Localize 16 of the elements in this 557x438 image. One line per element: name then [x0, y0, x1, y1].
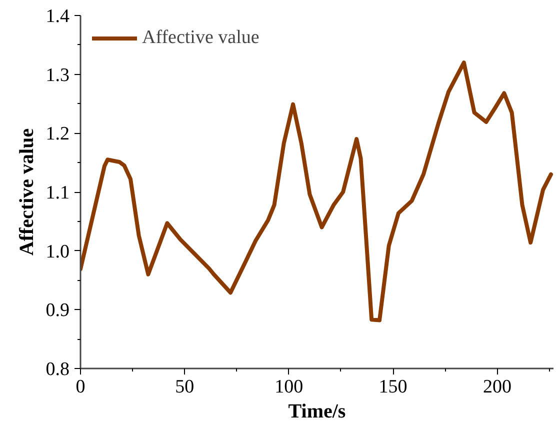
x-tick-label: 100	[274, 376, 304, 398]
y-tick-label: 1.3	[46, 64, 70, 86]
y-axis-title: Affective value	[16, 128, 38, 256]
x-tick-label: 50	[175, 376, 194, 398]
x-tick-label: 150	[378, 376, 408, 398]
x-tick-label: 0	[76, 376, 86, 398]
y-tick-label: 0.9	[46, 300, 70, 322]
y-tick-label: 0.8	[46, 359, 70, 380]
y-tick-label: 1.1	[46, 182, 70, 204]
y-tick-label: 1.4	[46, 6, 70, 27]
y-tick-label: 1.2	[46, 124, 70, 145]
x-axis-title: Time/s	[288, 400, 346, 422]
x-tick-label: 200	[482, 376, 512, 398]
line-series	[80, 60, 553, 322]
y-tick-label: 1.0	[46, 241, 70, 262]
legend-label: Affective value	[142, 27, 260, 49]
